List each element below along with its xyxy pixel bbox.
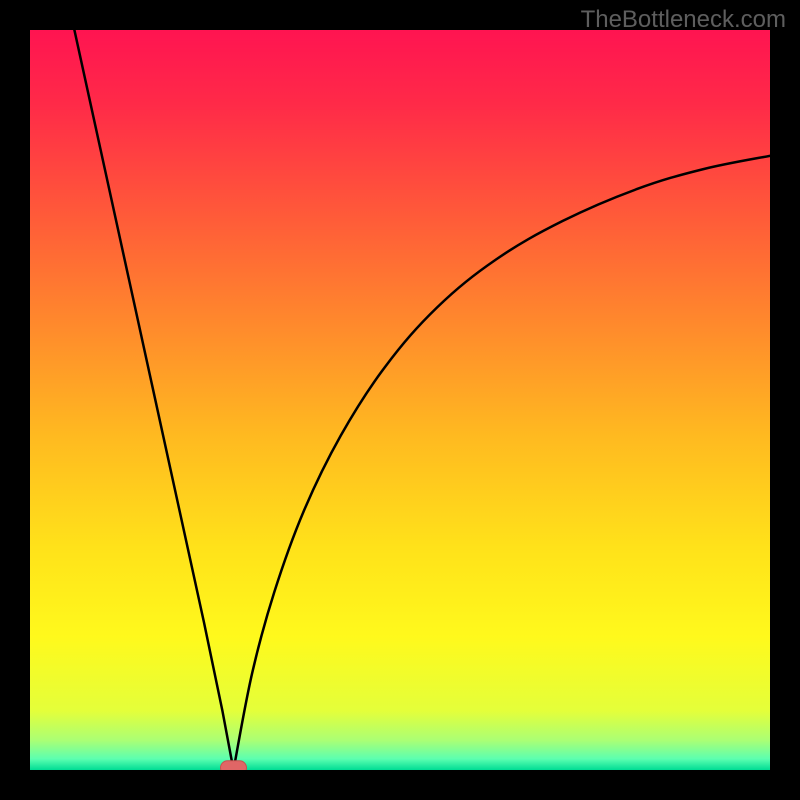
chart-background xyxy=(30,30,770,770)
bottleneck-chart xyxy=(0,0,800,800)
chart-container: TheBottleneck.com xyxy=(0,0,800,800)
watermark-text: TheBottleneck.com xyxy=(581,6,786,34)
